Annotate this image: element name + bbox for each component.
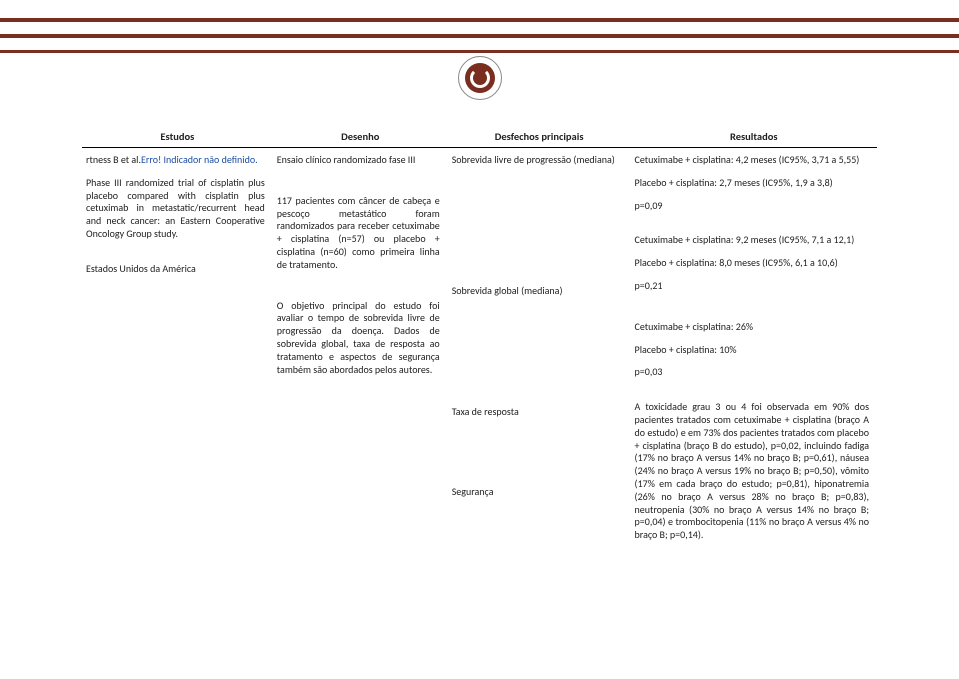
col-header-results: Resultados <box>631 128 877 148</box>
design-p3: O objetivo principal do estudo foi avali… <box>277 300 440 377</box>
design-p1: Ensaio clínico randomizado fase III <box>277 154 440 167</box>
header-stripe <box>0 34 959 38</box>
col-header-outcomes: Desfechos principais <box>448 128 631 148</box>
col-header-studies: Estudos <box>82 128 273 148</box>
study-ref: rtness B et al. <box>86 153 141 166</box>
outcome-2: Sobrevida global (mediana) <box>452 285 623 298</box>
design-p2: 117 pacientes com câncer de cabeça e pes… <box>277 195 440 272</box>
result-2b: Placebo + cisplatina: 8,0 meses (IC95%, … <box>635 257 869 270</box>
result-4: A toxicidade grau 3 ou 4 foi observada e… <box>635 401 869 542</box>
header-stripe <box>0 50 959 53</box>
cell-studies: rtness B et al.Erro! Indicador não defin… <box>82 148 273 548</box>
result-3a: Cetuximabe + cisplatina: 26% <box>635 321 869 334</box>
logo-icon <box>465 63 495 93</box>
study-desc: Phase III randomized trial of cisplatin … <box>86 177 265 241</box>
header-stripe <box>0 18 959 22</box>
error-indicator: Erro! Indicador não definido. <box>141 153 258 166</box>
cell-results: Cetuximabe + cisplatina: 4,2 meses (IC95… <box>631 148 877 548</box>
result-2c: p=0,21 <box>635 280 869 293</box>
outcome-4: Segurança <box>452 486 623 499</box>
table-row: rtness B et al.Erro! Indicador não defin… <box>82 148 877 548</box>
result-1a: Cetuximabe + cisplatina: 4,2 meses (IC95… <box>635 154 869 167</box>
logo <box>458 56 502 100</box>
outcome-3: Taxa de resposta <box>452 406 623 419</box>
result-1c: p=0,09 <box>635 200 869 213</box>
result-3b: Placebo + cisplatina: 10% <box>635 344 869 357</box>
result-2a: Cetuximabe + cisplatina: 9,2 meses (IC95… <box>635 234 869 247</box>
cell-outcomes: Sobrevida livre de progressão (mediana) … <box>448 148 631 548</box>
outcome-1: Sobrevida livre de progressão (mediana) <box>452 154 623 167</box>
result-1b: Placebo + cisplatina: 2,7 meses (IC95%, … <box>635 177 869 190</box>
result-3c: p=0,03 <box>635 366 869 379</box>
evidence-table: Estudos Desenho Desfechos principais Res… <box>82 128 877 548</box>
col-header-design: Desenho <box>273 128 448 148</box>
cell-design: Ensaio clínico randomizado fase III 117 … <box>273 148 448 548</box>
study-country: Estados Unidos da América <box>86 263 265 276</box>
